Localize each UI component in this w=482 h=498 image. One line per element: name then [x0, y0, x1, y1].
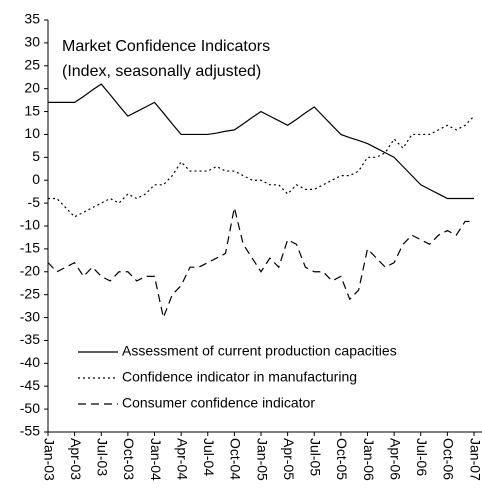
y-tick-label: -55 — [20, 423, 40, 439]
series-line — [48, 83, 474, 200]
y-tick-label: -40 — [20, 354, 40, 370]
y-tick-label: -5 — [28, 194, 41, 210]
legend-label: Assessment of current production capacit… — [122, 343, 397, 359]
y-tick-label: -50 — [20, 400, 40, 416]
x-tick-label: Jan-05 — [254, 438, 270, 481]
y-tick-label: -15 — [20, 240, 40, 256]
y-tick-label: -25 — [20, 285, 40, 301]
x-tick-label: Apr-05 — [281, 438, 297, 480]
x-tick-label: Apr-06 — [387, 438, 403, 480]
y-tick-label: 20 — [24, 79, 40, 95]
series-line — [47, 207, 474, 320]
y-tick-label: 5 — [32, 148, 40, 164]
x-tick-label: Oct-05 — [334, 438, 350, 480]
x-tick-label: Jan-07 — [467, 438, 482, 481]
series-line — [48, 115, 475, 218]
x-tick-label: Jul-05 — [308, 438, 324, 476]
y-tick-label: -35 — [20, 331, 40, 347]
x-tick-label: Jul-04 — [201, 438, 217, 476]
y-tick-label: 10 — [24, 125, 40, 141]
y-tick-label: 35 — [24, 11, 40, 27]
chart-subtitle: (Index, seasonally adjusted) — [62, 63, 261, 80]
x-tick-label: Apr-03 — [68, 438, 84, 480]
y-tick-label: -20 — [20, 262, 40, 278]
y-tick-label: 30 — [24, 34, 40, 50]
x-tick-label: Apr-04 — [174, 438, 190, 480]
y-tick-label: -30 — [20, 308, 40, 324]
x-tick-label: Oct-06 — [441, 438, 457, 480]
x-tick-label: Oct-04 — [228, 438, 244, 480]
x-tick-label: Jul-03 — [95, 438, 111, 476]
chart-title: Market Confidence Indicators — [62, 38, 270, 55]
legend-label: Confidence indicator in manufacturing — [122, 369, 357, 385]
y-tick-label: -10 — [20, 217, 40, 233]
y-tick-label: 15 — [24, 102, 40, 118]
x-tick-label: Jul-06 — [414, 438, 430, 476]
x-tick-label: Jan-04 — [148, 438, 164, 481]
x-tick-label: Jan-06 — [361, 438, 377, 481]
x-tick-label: Jan-03 — [41, 438, 57, 481]
y-tick-label: 25 — [24, 56, 40, 72]
x-tick-label: Oct-03 — [121, 438, 137, 480]
y-tick-label: 0 — [32, 171, 40, 187]
legend-label: Consumer confidence indicator — [122, 395, 315, 411]
y-tick-label: -45 — [20, 377, 40, 393]
